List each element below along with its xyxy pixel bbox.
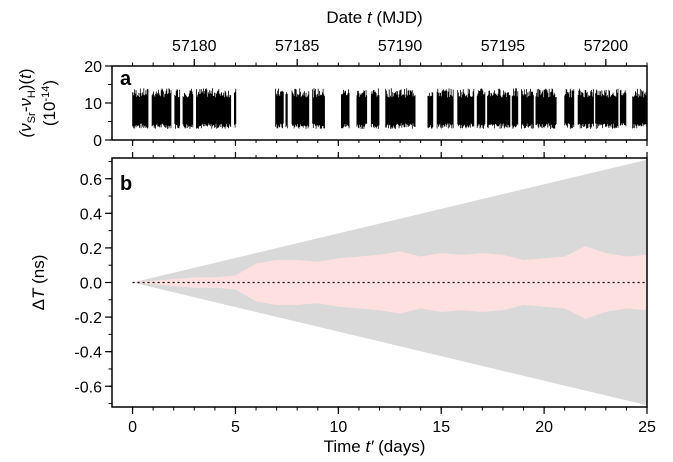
panel-a: 57180 57185 57190 57195 57200 0 10 20 a Date t …	[16, 8, 648, 150]
panel-a-y-axis-label: (νSr-νH)(t)	[16, 68, 38, 137]
panel-a-segment-7	[285, 92, 288, 129]
panel-b-x-tick-label: 10	[329, 419, 347, 436]
panel-a-segment-16	[457, 88, 475, 129]
panel-a-segment-15	[436, 88, 454, 129]
panel-b-x-tick-label: 0	[128, 419, 137, 436]
panel-a-segment-20	[521, 88, 534, 129]
panel-a-segment-strokes	[487, 88, 511, 129]
panel-b-x-tick-label: 20	[535, 419, 553, 436]
panel-a-data-series	[132, 88, 647, 129]
panel-b-y-tick-label: 0.6	[80, 172, 102, 189]
panel-a-segment-strokes	[174, 89, 181, 129]
panel-b: 0 5 10 15 20 25 0.6 0.4 0.2 0.0 -0.2 -0.4 -0.6 b Tim…	[29, 152, 656, 456]
panel-a-segment-strokes	[427, 92, 434, 129]
panel-a-y-tick-label: 0	[93, 133, 102, 150]
panel-b-y-tick-label: 0.4	[80, 206, 102, 223]
panel-a-segment-19	[511, 88, 519, 129]
panel-a-letter: a	[120, 68, 132, 90]
panel-a-segment-11	[356, 90, 368, 129]
top-axis-tick-label: 57200	[584, 38, 629, 55]
top-axis-tick-label: 57195	[481, 38, 526, 55]
panel-b-ticks: 0 5 10 15 20 25 0.6 0.4 0.2 0.0 -0.2 -0.4 -0.6	[74, 152, 656, 436]
panel-a-segment-strokes	[595, 88, 619, 129]
panel-a-segment-strokes	[564, 88, 575, 129]
panel-a-segment-strokes	[436, 88, 454, 129]
panel-b-y-tick-label: 0.2	[80, 241, 102, 258]
panel-a-segment-10	[341, 89, 350, 129]
panel-a-segment-strokes	[151, 88, 172, 129]
panel-a-segment-strokes	[291, 88, 310, 129]
panel-a-segment-strokes	[619, 89, 627, 127]
panel-a-segment-4	[196, 88, 232, 129]
panel-a-segment-strokes	[577, 88, 594, 129]
panel-b-data-series	[132, 159, 647, 406]
panel-a-segment-6	[275, 88, 284, 129]
panel-b-letter: b	[120, 173, 132, 195]
panel-b-x-tick-label: 5	[231, 419, 240, 436]
panel-a-segment-strokes	[521, 88, 534, 129]
panel-a-segment-strokes	[370, 88, 380, 129]
panel-a-segment-26	[632, 88, 647, 129]
top-axis-tick-label: 57190	[378, 38, 423, 55]
panel-b-y-tick-label: 0.0	[80, 276, 102, 293]
panel-a-y-axis-unit: (10-14)	[40, 80, 59, 126]
panel-a-ticks: 57180 57185 57190 57195 57200 0 10 20	[84, 38, 648, 150]
panel-b-y-tick-label: -0.4	[74, 345, 102, 362]
panel-a-segment-strokes	[356, 90, 368, 129]
top-axis-tick-label: 57180	[172, 38, 217, 55]
panel-a-y-tick-label: 10	[84, 96, 102, 113]
panel-a-segment-strokes	[385, 88, 416, 129]
panel-a-segment-strokes	[182, 88, 194, 129]
panel-a-segment-21	[535, 88, 557, 129]
panel-a-segment-strokes	[457, 88, 475, 129]
panel-a-segment-9	[312, 88, 325, 129]
panel-a-segment-18	[487, 88, 511, 129]
panel-a-segment-strokes	[132, 88, 149, 129]
panel-a-segment-17	[476, 88, 486, 129]
panel-b-y-tick-label: -0.6	[74, 379, 102, 396]
panel-a-segment-strokes	[535, 88, 557, 129]
panel-a-segment-3	[182, 88, 194, 129]
panel-b-y-tick-label: -0.2	[74, 310, 102, 327]
panel-a-segment-strokes	[275, 88, 284, 129]
panel-a-segment-strokes	[341, 89, 350, 129]
panel-a-segment-2	[174, 89, 181, 129]
inner-envelope-area	[132, 246, 647, 319]
top-axis-tick-label: 57185	[275, 38, 320, 55]
panel-a-segment-strokes	[511, 88, 519, 129]
panel-a-segment-14	[427, 92, 434, 129]
panel-a-segment-strokes	[285, 92, 288, 129]
panel-a-segment-23	[577, 88, 594, 129]
panel-a-segment-strokes	[632, 88, 647, 129]
panel-a-y-tick-label: 20	[84, 59, 102, 76]
panel-b-x-tick-label: 15	[432, 419, 450, 436]
panel-a-segment-5	[234, 88, 237, 128]
panel-a-segment-strokes	[476, 88, 486, 129]
panel-a-segment-0	[132, 88, 149, 129]
panel-a-segment-25	[619, 89, 627, 127]
panel-b-x-axis-label: Time t′ (days)	[324, 437, 426, 456]
panel-a-segment-strokes	[312, 88, 325, 129]
panel-b-y-axis-label: ΔT (ns)	[29, 255, 48, 311]
panel-a-segment-strokes	[234, 88, 237, 128]
top-axis-label: Date t (MJD)	[326, 8, 422, 27]
panel-a-segment-24	[595, 88, 619, 129]
panel-a-segment-8	[291, 88, 310, 129]
panel-a-segment-22	[564, 88, 575, 129]
panel-b-x-tick-label: 25	[638, 419, 656, 436]
panel-a-segment-strokes	[196, 88, 232, 129]
panel-a-segment-13	[385, 88, 416, 129]
panel-a-segment-12	[370, 88, 380, 129]
panel-a-segment-1	[151, 88, 172, 129]
